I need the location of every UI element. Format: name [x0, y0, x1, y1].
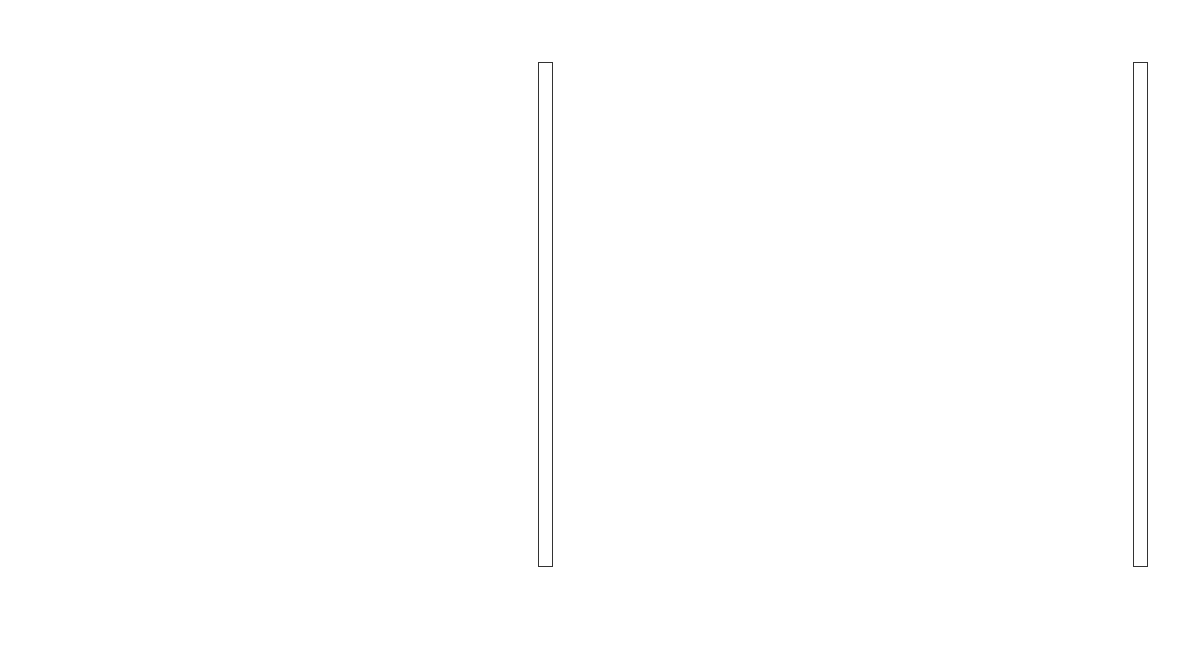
- model-colorbar-gradient: [538, 62, 553, 567]
- model-map: [0, 0, 600, 640]
- bias-map: [600, 0, 1200, 640]
- bias-colorbar-gradient: [1133, 62, 1148, 567]
